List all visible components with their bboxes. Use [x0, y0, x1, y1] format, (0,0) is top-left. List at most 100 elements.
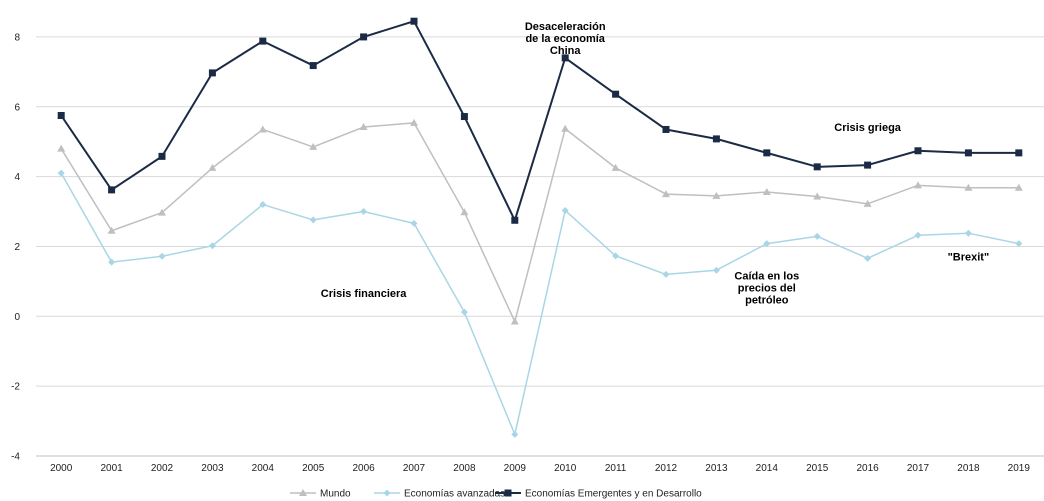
data-point [662, 190, 670, 198]
data-point [762, 187, 771, 195]
data-point [561, 54, 569, 62]
legend-label: Mundo [320, 489, 351, 500]
data-point [662, 270, 670, 278]
annotation-text: China [550, 45, 581, 57]
series-1 [57, 169, 1023, 438]
data-point [863, 199, 872, 207]
x-tick-label: 2018 [957, 463, 980, 474]
x-tick-label: 2017 [907, 463, 930, 474]
x-tick-label: 2003 [201, 463, 224, 474]
x-tick-label: 2016 [856, 463, 879, 474]
data-point [158, 152, 166, 160]
data-point [360, 33, 368, 41]
data-point [813, 232, 821, 240]
data-point [410, 118, 418, 126]
y-axis-tick-labels: -4 -2 0 2 4 6 8 [11, 32, 20, 462]
data-point [712, 191, 721, 199]
y-tick-label: 6 [14, 102, 20, 113]
x-axis-tick-labels: 2000 2001 2002 2003 2004 2005 2006 2007 2008 2009… [50, 463, 1030, 474]
data-point [360, 208, 368, 216]
data-point [864, 254, 872, 262]
y-tick-label: -4 [11, 452, 20, 463]
data-point [1014, 183, 1023, 191]
data-point [410, 17, 418, 25]
annotation-text: Crisis griega [834, 122, 902, 134]
series-2 [57, 17, 1023, 224]
x-tick-label: 2011 [605, 463, 627, 474]
data-point [208, 163, 217, 171]
data-point [259, 37, 267, 45]
data-point [460, 208, 469, 216]
legend-swatch-marker [299, 489, 307, 496]
data-point [763, 240, 771, 248]
data-point [309, 142, 318, 150]
data-point [258, 125, 267, 133]
data-point [712, 135, 720, 143]
y-tick-label: -2 [11, 382, 20, 393]
data-point [57, 144, 66, 152]
y-tick-label: 0 [14, 312, 20, 323]
x-tick-label: 2007 [403, 463, 426, 474]
data-point [914, 231, 922, 239]
data-point [158, 252, 166, 260]
data-point [460, 113, 468, 121]
data-point [510, 317, 519, 325]
legend-label: Economías avanzadas [404, 489, 505, 500]
annotation-text: Caída en los [734, 271, 799, 283]
data-point [914, 181, 922, 189]
annotation-text: petróleo [745, 295, 789, 307]
data-point [964, 149, 972, 157]
legend-item: Mundo [290, 489, 351, 500]
data-point [57, 112, 65, 119]
data-point [259, 201, 267, 209]
data-point [611, 163, 620, 171]
data-point [612, 252, 620, 260]
x-tick-label: 2001 [100, 463, 123, 474]
y-tick-label: 4 [14, 172, 20, 183]
series-layer [57, 17, 1023, 438]
x-tick-label: 2015 [806, 463, 829, 474]
data-point [359, 123, 368, 131]
data-point [813, 192, 822, 200]
legend-item: Economías avanzadas [374, 489, 505, 500]
data-point [1015, 240, 1023, 248]
data-point [561, 124, 570, 132]
x-tick-label: 2012 [655, 463, 678, 474]
series-line [60, 20, 1019, 222]
x-tick-label: 2014 [756, 463, 779, 474]
x-tick-label: 2009 [504, 463, 527, 474]
series-0 [57, 118, 1023, 325]
data-point [1015, 149, 1023, 157]
data-point [964, 183, 973, 191]
x-tick-label: 2002 [151, 463, 174, 474]
data-point [612, 90, 620, 98]
data-point [511, 430, 519, 438]
data-point [964, 229, 972, 237]
x-tick-label: 2000 [50, 463, 73, 474]
x-tick-label: 2004 [252, 463, 275, 474]
legend-swatch-marker [504, 489, 512, 497]
data-point [511, 216, 519, 224]
data-point [813, 163, 821, 171]
x-tick-label: 2013 [705, 463, 728, 474]
x-tick-label: 2010 [554, 463, 577, 474]
x-tick-label: 2006 [352, 463, 375, 474]
series-line [60, 172, 1019, 436]
data-point [914, 147, 922, 155]
data-point [712, 266, 720, 274]
y-tick-label: 8 [14, 32, 20, 43]
data-point [864, 161, 872, 169]
annotation-text: de la economía [525, 33, 605, 45]
x-tick-label: 2005 [302, 463, 325, 474]
data-point [208, 69, 216, 77]
data-point [309, 216, 317, 224]
data-point [108, 258, 116, 266]
data-point [460, 308, 468, 316]
data-point [208, 242, 216, 250]
data-point [57, 169, 65, 177]
data-point [561, 206, 569, 214]
legend: Mundo Economías avanzadas Economías Emerge… [290, 489, 702, 500]
x-tick-label: 2008 [453, 463, 476, 474]
